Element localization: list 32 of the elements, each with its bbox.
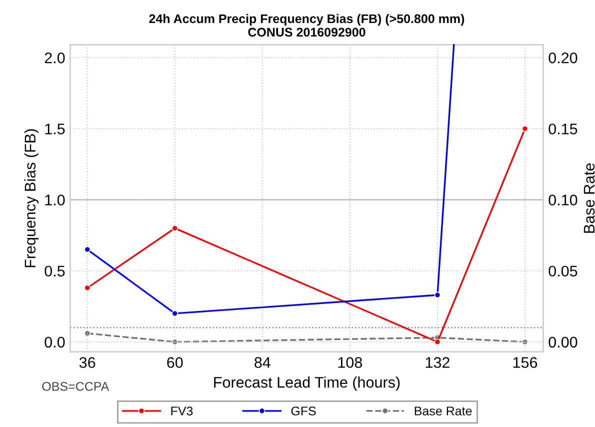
x-tick-label: 108 — [338, 357, 362, 368]
y-axis-title: Frequency Bias (FB) — [24, 129, 39, 268]
y2-tick-label: 0.10 — [548, 194, 578, 206]
y-tick-label: 1.5 — [45, 124, 65, 134]
point — [522, 125, 528, 132]
text: OBS=CCPA — [42, 382, 110, 391]
x-axis-title: Forecast Lead Time (hours) — [214, 376, 400, 391]
point — [84, 330, 91, 337]
y-tick-label: 1.0 — [45, 194, 65, 206]
point — [172, 310, 178, 317]
point — [434, 338, 441, 346]
y2-tick-label: 0.20 — [548, 52, 578, 64]
x-tick-label: 84 — [254, 357, 270, 368]
point — [84, 246, 91, 253]
point — [172, 224, 178, 232]
x-tick-label: 156 — [513, 357, 538, 368]
legend-label: GFS — [291, 406, 316, 416]
chart-title: 24h Accum Precip Frequency Bias (FB) (>50.800 mm) CONUS 2016092900 — [149, 14, 464, 37]
y-tick-label: 0.5 — [44, 266, 65, 277]
y2-tick-label: 0.00 — [548, 336, 578, 348]
x-tick-label: 60 — [167, 357, 183, 368]
y-tick-label: 0.0 — [44, 336, 65, 348]
y-tick-label: 2.0 — [44, 52, 65, 64]
x-tick-label: 132 — [426, 357, 450, 368]
legend-label: Base Rate — [414, 406, 472, 416]
x-tick-label: 36 — [79, 357, 96, 368]
point — [84, 284, 91, 292]
point — [434, 292, 441, 298]
legend-label: FV3 — [171, 406, 193, 416]
y2-axis-title: Base Rate — [584, 163, 595, 233]
y2-tick-label: 0.05 — [548, 266, 578, 277]
y2-tick-label: 0.15 — [548, 124, 578, 134]
